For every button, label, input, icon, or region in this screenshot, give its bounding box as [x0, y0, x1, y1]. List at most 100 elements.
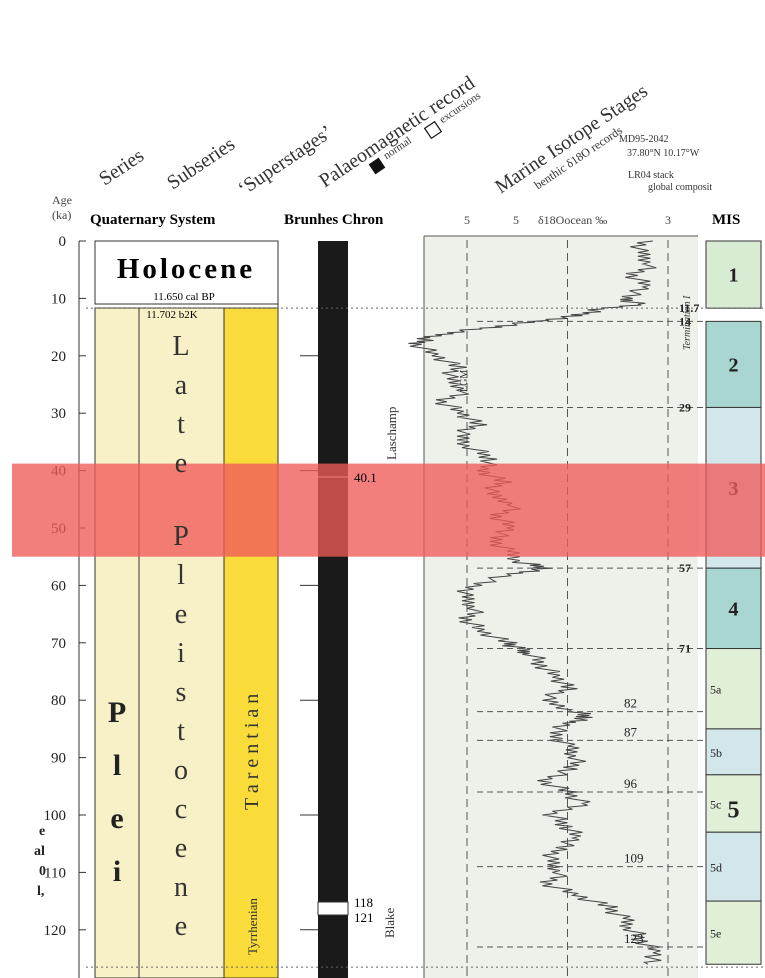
- brunhes-bar: [318, 241, 348, 978]
- late-letter: t: [177, 409, 185, 440]
- boundary-lines: 11.714 29 57 71 82 87 96 109 123: [86, 301, 765, 968]
- iso-curve: [408, 240, 662, 965]
- late-letter: t: [177, 716, 185, 747]
- global-label: global composit: [648, 182, 713, 193]
- mis-label-5c: 5c: [710, 798, 721, 812]
- excursion-legend-symbol: [423, 120, 443, 140]
- late-letter: e: [175, 911, 187, 942]
- age-tick-label: 60: [51, 578, 66, 594]
- laschamp-age: 40.1: [354, 470, 377, 485]
- blake-age-118: 118: [354, 895, 373, 910]
- holocene-label: Holocene: [117, 253, 255, 285]
- iso-panel: [424, 236, 698, 978]
- plei-letter: P: [108, 696, 126, 729]
- blake-age-121: 121: [354, 910, 374, 925]
- age-tick-label: 70: [51, 636, 66, 652]
- mis-label-2: 2: [729, 354, 739, 376]
- mis-stage-5a: [705, 648, 762, 730]
- age-tick-label: 120: [44, 923, 67, 939]
- blake-label: Blake: [382, 907, 397, 938]
- mis-stage-5e: [705, 900, 762, 965]
- late-letter: i: [177, 638, 185, 669]
- plei-letter: i: [113, 855, 121, 888]
- age-tick-label: 80: [51, 693, 66, 709]
- tarentian-label: T a r e n t i a n: [241, 694, 263, 810]
- late-letter: L: [172, 331, 189, 362]
- age-tick-label: 100: [44, 808, 67, 824]
- age-tick-label: 10: [51, 291, 66, 307]
- late-letter: e: [175, 599, 187, 630]
- late-letter: n: [174, 872, 188, 903]
- boundary-label-57: 57: [679, 561, 691, 575]
- iso-tick-label: 5: [513, 213, 519, 227]
- mis-label-5: 5: [728, 797, 740, 823]
- late-letter: o: [174, 755, 188, 786]
- late-letter: e: [175, 833, 187, 864]
- mis-stage-4: [705, 567, 762, 650]
- holocene-b2k: 11.702 b2K: [146, 309, 198, 321]
- mis-label-5b: 5b: [710, 746, 722, 760]
- age-tick-label: 20: [51, 349, 66, 365]
- age-axis: 0102030405060708090100110120: [44, 234, 86, 978]
- iso-tick-labels: 5 5 3: [464, 213, 671, 227]
- boundary-label-14: 14: [679, 314, 691, 328]
- age-tick-label: 110: [44, 865, 66, 881]
- series-column: [94, 307, 140, 978]
- highlight-band: [12, 463, 765, 557]
- boundary-label-29: 29: [679, 400, 691, 414]
- tyrrhenian-label: Tyrrhenian: [245, 898, 260, 955]
- col-brunhes: Brunhes Chron: [284, 212, 384, 228]
- core-name: MD95-2042: [619, 134, 669, 145]
- late-letter: a: [175, 370, 188, 401]
- mis-label-5d: 5d: [710, 861, 722, 875]
- boundary-label-96: 96: [624, 776, 638, 791]
- iso-axis-title: δ18Oocean ‰: [538, 213, 607, 227]
- age-label-2: (ka): [52, 208, 71, 222]
- col-quaternary: Quaternary System: [90, 212, 216, 228]
- late-letter: P: [173, 521, 189, 552]
- brunhes-ticks: [277, 241, 318, 978]
- normal-legend-symbol: [368, 157, 386, 175]
- mis-label-4: 4: [729, 598, 739, 620]
- mis-stage-5c: [705, 774, 762, 833]
- iso-grid: [466, 240, 669, 978]
- mis-label-1: 1: [729, 265, 739, 287]
- late-letter: c: [175, 794, 187, 825]
- mis-column: 12345a5b5c5d5e5: [705, 240, 762, 965]
- lgm-label: LGM: [459, 370, 470, 392]
- tarentian-column: [223, 307, 279, 978]
- late-letter: s: [176, 677, 187, 708]
- laschamp-label: Laschamp: [384, 407, 399, 460]
- boundary-label-71: 71: [679, 642, 691, 656]
- boundary-label-82: 82: [624, 696, 637, 711]
- age-label-1: Age: [52, 193, 72, 207]
- boundary-label-11.7: 11.7: [679, 301, 699, 315]
- col-mis: MIS: [712, 212, 740, 228]
- age-tick-label: 90: [51, 751, 66, 767]
- termination-label: Termination I: [682, 295, 693, 350]
- mis-stage-1: [705, 240, 762, 309]
- mis-stage-2: [705, 320, 762, 408]
- subseries-column: [138, 307, 225, 978]
- holocene-box: [94, 240, 279, 305]
- blake-excursion: [317, 901, 349, 916]
- side-text-4: l,: [37, 884, 45, 899]
- boundary-label-109: 109: [624, 851, 644, 866]
- late-letter: e: [175, 448, 187, 479]
- holocene-bp: 11.650 cal BP: [153, 291, 215, 303]
- core-coords: 37.80°N 10.17°W: [627, 148, 700, 159]
- iso-tick-label: 5: [464, 213, 470, 227]
- mis-stage-5b: [705, 728, 762, 776]
- side-text-3: 0: [39, 864, 46, 879]
- plei-letter: l: [113, 749, 121, 782]
- boundary-label-123: 123: [624, 931, 644, 946]
- side-text-1: e: [39, 824, 46, 839]
- mis-label-5a: 5a: [710, 683, 722, 697]
- mis-label-5e: 5e: [710, 927, 721, 941]
- boundary-label-87: 87: [624, 724, 638, 739]
- mis-stage-5d: [705, 831, 762, 902]
- age-tick-label: 30: [51, 406, 66, 422]
- age-tick-label: 0: [59, 234, 67, 250]
